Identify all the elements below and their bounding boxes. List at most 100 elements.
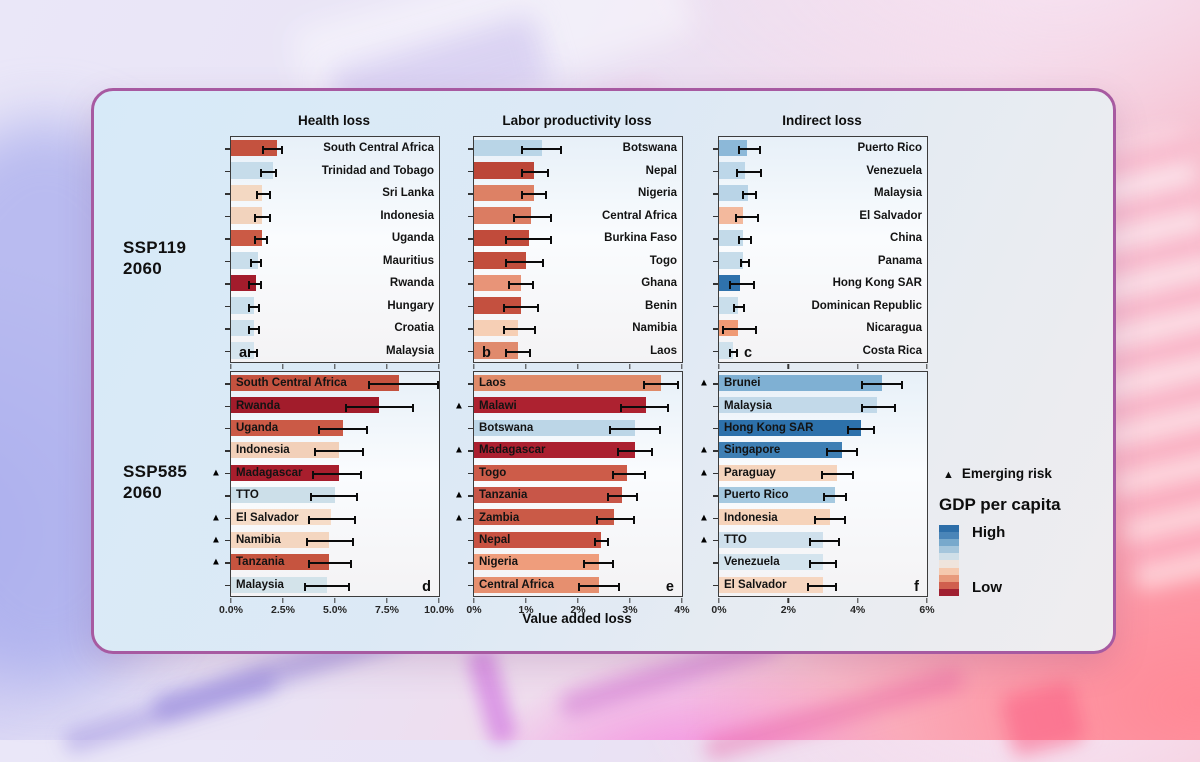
y-tick	[713, 472, 718, 475]
country-label: Nigeria	[638, 187, 677, 200]
bar-row: Trinidad and Tobago	[225, 160, 439, 183]
country-label: Laos	[650, 344, 677, 357]
error-bar	[303, 582, 350, 591]
y-tick	[468, 495, 473, 497]
country-label: Malaysia	[874, 187, 922, 200]
x-tick-label: 1%	[518, 604, 534, 616]
y-tick	[468, 450, 473, 452]
y-tick	[225, 517, 230, 519]
y-tick	[225, 427, 230, 430]
emerging-risk-marker: ▲	[699, 377, 709, 389]
error-bar	[505, 258, 545, 267]
colorbar-segment	[939, 525, 959, 533]
x-tick-label: 0%	[711, 604, 727, 616]
x-tick	[334, 597, 336, 603]
y-tick	[468, 328, 473, 330]
y-tick	[225, 584, 230, 587]
bar	[719, 397, 877, 414]
emerging-risk-marker: ▲	[211, 512, 221, 524]
error-bar	[520, 191, 547, 200]
x-tick	[577, 597, 579, 603]
country-label: Indonesia	[380, 209, 434, 222]
y-tick	[468, 383, 473, 385]
error-bar	[739, 258, 751, 267]
bar-row: Hungary	[225, 295, 439, 318]
error-bar	[596, 515, 636, 524]
bar-row: TTO	[225, 484, 439, 506]
error-bar	[314, 448, 365, 457]
emerging-risk-marker: ▲	[211, 467, 221, 479]
error-bar	[611, 470, 646, 479]
x-tick-label: 10.0%	[424, 604, 454, 616]
bar	[474, 319, 519, 337]
country-label: Mauritius	[382, 254, 434, 267]
error-bar	[502, 303, 540, 312]
country-label: Puerto Rico	[724, 489, 789, 502]
x-tick	[629, 363, 631, 369]
country-label: Nigeria	[479, 556, 518, 569]
error-bar	[814, 515, 846, 524]
bar-row: Burkina Faso	[468, 227, 682, 250]
bar	[231, 419, 344, 436]
bar-row: Sri Lanka	[225, 182, 439, 205]
y-tick	[468, 238, 473, 240]
x-tick	[230, 363, 232, 369]
bar-row: Indonesia	[225, 439, 439, 461]
error-bar	[247, 303, 261, 312]
y-tick	[225, 260, 230, 263]
x-tick	[386, 597, 388, 603]
x-tick	[856, 363, 859, 369]
bar	[231, 274, 256, 292]
panel-b-labor-loss-ssp119: Botswana Nepal Nigeria Central Africa Burkin…	[468, 136, 683, 369]
y-tick	[713, 215, 718, 218]
row-label-ssp585: SSP585 2060	[123, 461, 187, 504]
bar-row: Rwanda	[225, 272, 439, 295]
bar-row: Nicaragua	[713, 317, 927, 340]
y-tick	[713, 450, 718, 452]
error-bar	[861, 381, 903, 390]
country-label: Venezuela	[724, 556, 780, 569]
x-tick	[525, 363, 527, 369]
bar-row: Rwanda	[225, 394, 439, 416]
bar-row: Togo	[468, 462, 682, 484]
bar-row: China	[713, 227, 927, 250]
country-label: Malaysia	[236, 578, 284, 591]
x-tick	[577, 363, 579, 369]
error-bar	[609, 425, 662, 434]
error-bar	[307, 515, 356, 524]
bar	[231, 374, 400, 392]
country-label: Costa Rica	[862, 344, 922, 357]
scenario-name: SSP585	[123, 462, 188, 481]
y-tick	[468, 472, 473, 475]
country-label: Uganda	[236, 421, 279, 434]
y-tick	[468, 539, 473, 542]
bar	[719, 207, 744, 224]
country-label: El Salvador	[236, 511, 299, 524]
bar	[474, 229, 529, 247]
bar	[719, 531, 823, 548]
error-bar	[253, 213, 271, 222]
bar	[474, 442, 636, 459]
background-collage-shape	[465, 646, 519, 746]
bar	[474, 374, 662, 392]
y-tick	[225, 539, 230, 542]
country-label: Rwanda	[236, 399, 281, 412]
gdp-colorbar	[939, 525, 959, 596]
error-bar	[247, 326, 261, 335]
bar	[719, 374, 882, 392]
bar	[719, 554, 823, 571]
legend-emerging-risk-label: Emerging risk	[961, 466, 1052, 481]
x-tick	[926, 597, 928, 603]
y-tick	[225, 215, 230, 218]
bar	[474, 297, 521, 314]
bar-row: Puerto Rico	[713, 484, 927, 506]
error-bar	[583, 560, 615, 569]
y-tick	[225, 283, 230, 285]
panel-a-health-loss-ssp119: South Central Africa Trinidad and Tobago S…	[225, 136, 440, 369]
emerging-risk-marker: ▲	[699, 467, 709, 479]
bar	[231, 486, 335, 504]
y-tick	[225, 450, 230, 452]
country-label: Madagascar	[236, 466, 303, 479]
country-label: Central Africa	[479, 578, 554, 591]
bar	[231, 442, 340, 459]
